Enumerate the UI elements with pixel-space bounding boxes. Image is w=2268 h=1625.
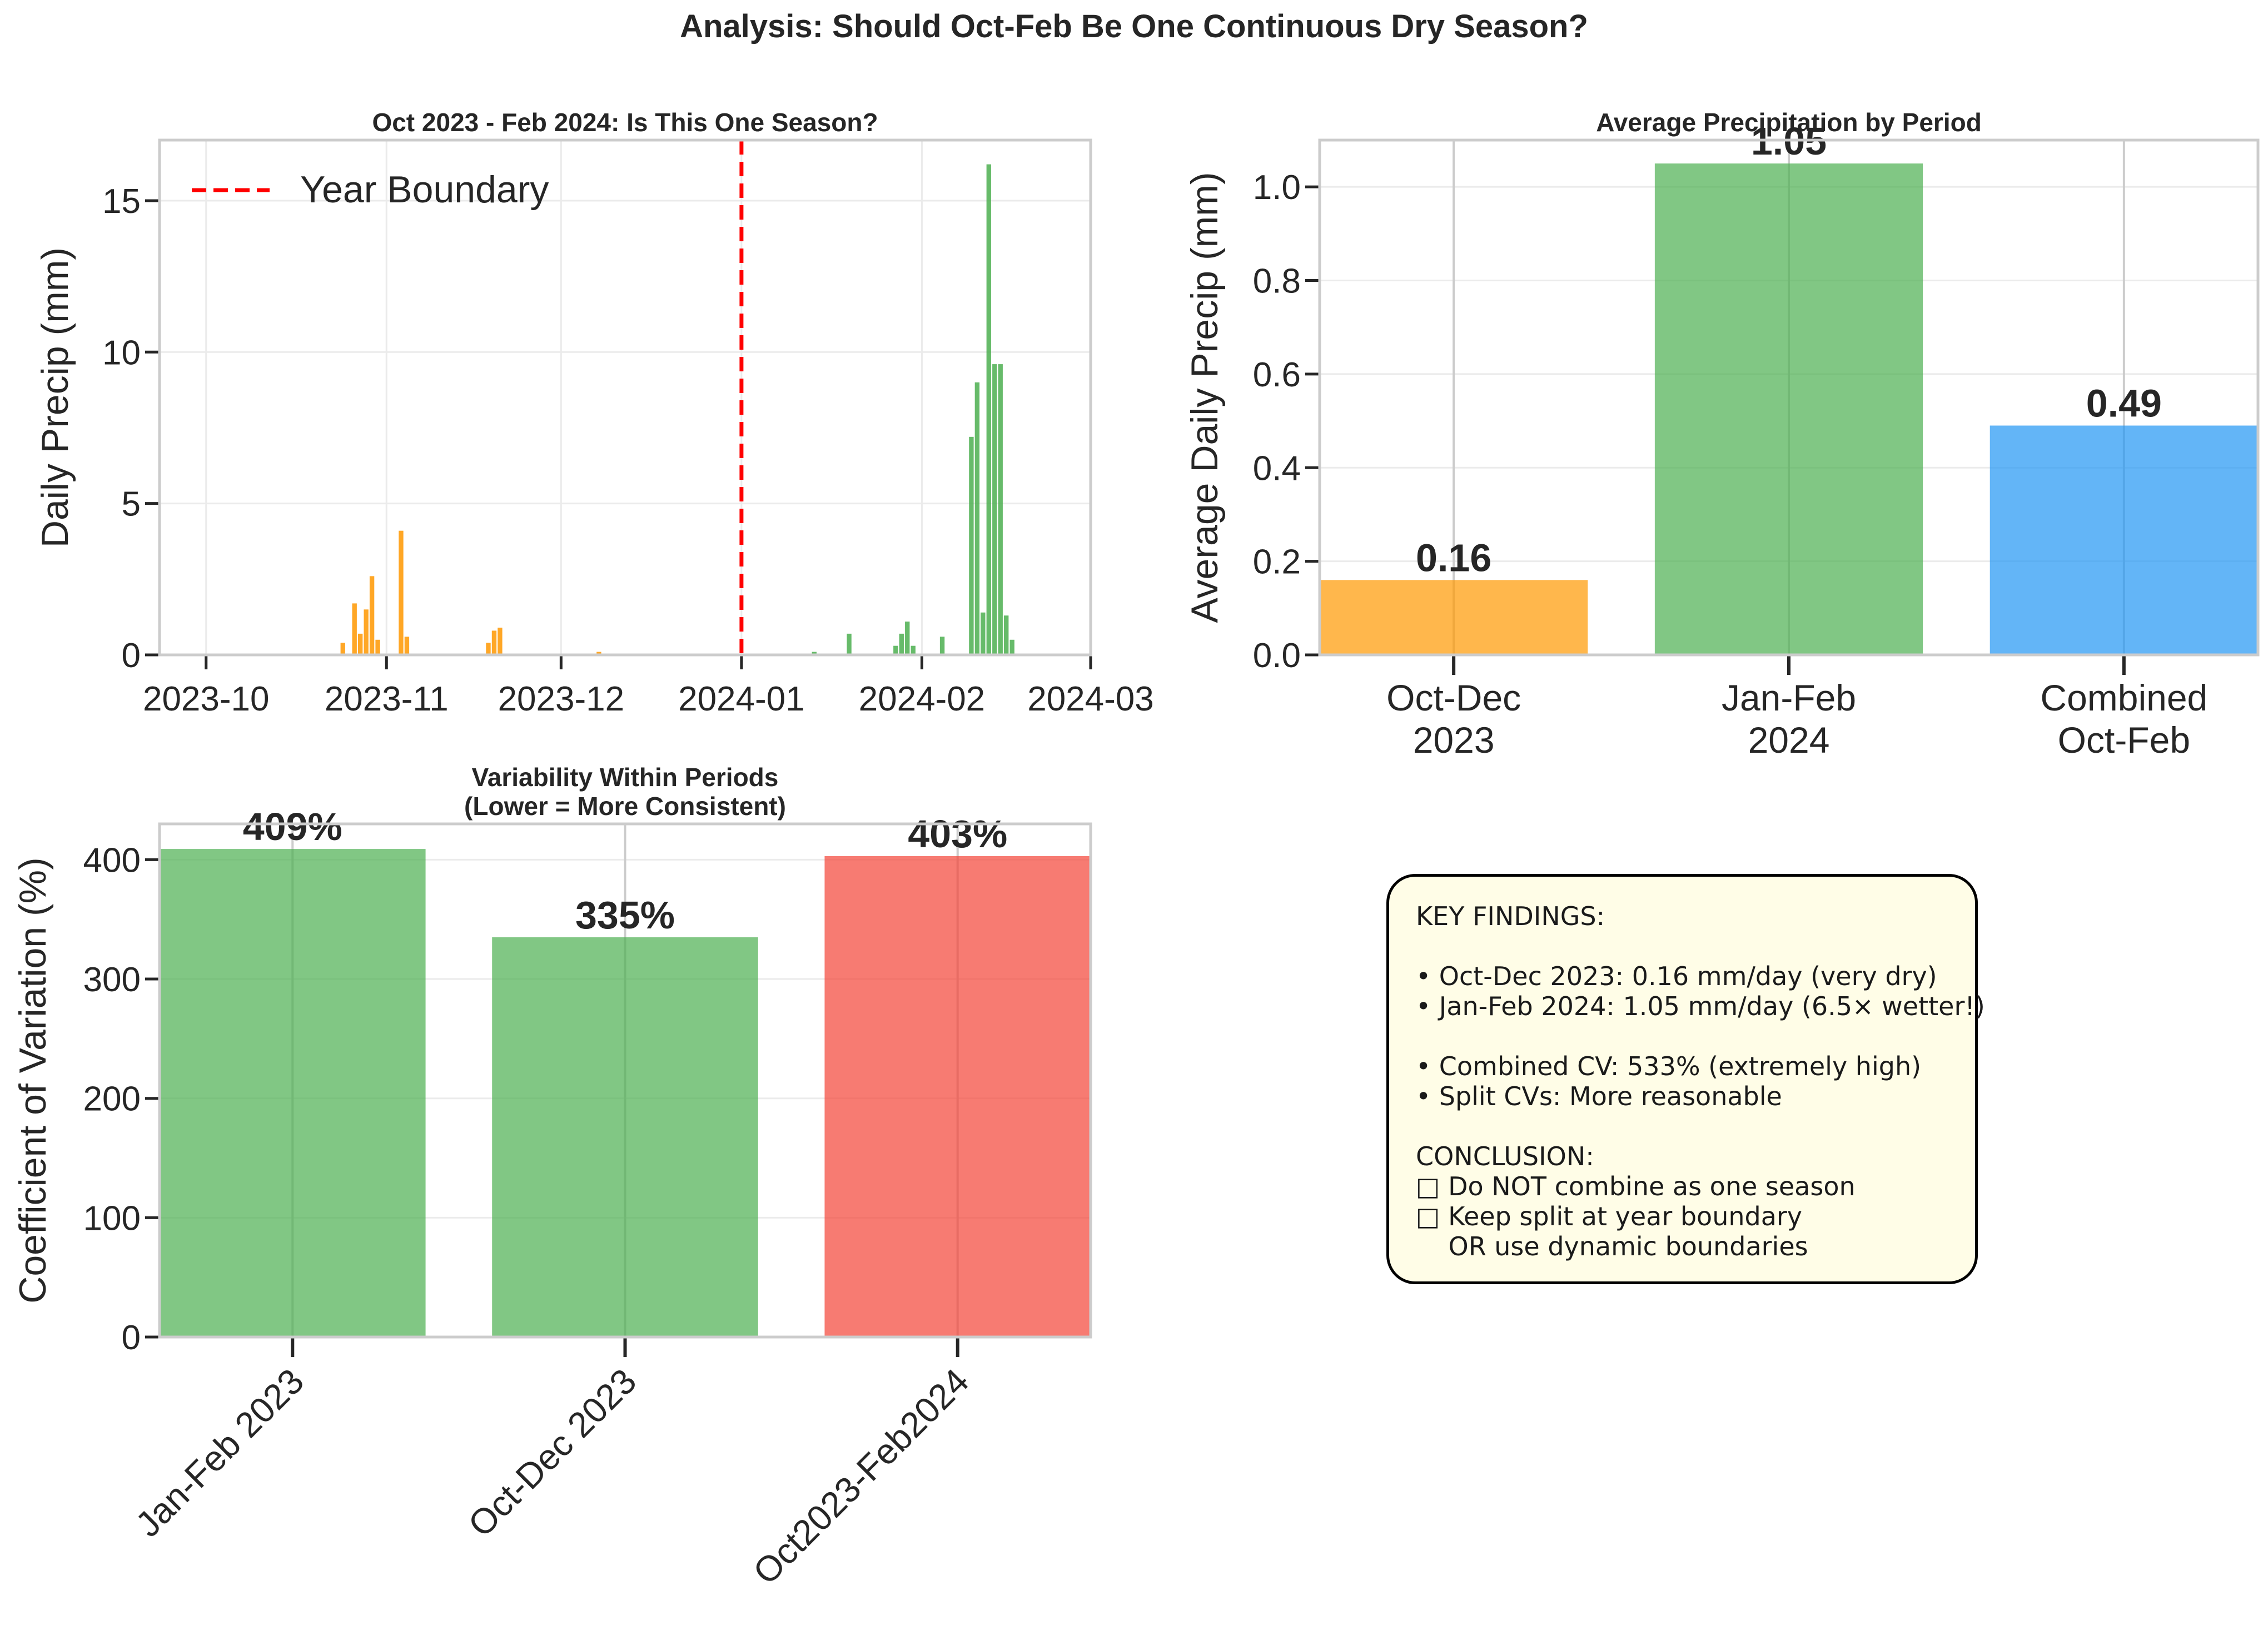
average-precip-panel: 0.00.20.40.60.81.00.161.050.49Oct-Dec202…	[1183, 108, 2260, 761]
average-precip-x-tick-label: Oct-Dec	[1386, 677, 1521, 718]
daily-precip-bar	[847, 633, 852, 655]
findings-spacer	[1416, 1021, 1948, 1051]
findings-line: □ Do NOT combine as one season	[1416, 1171, 1856, 1201]
timeseries-y-tick-label: 5	[122, 485, 141, 524]
axes-frame	[1318, 138, 2260, 657]
variability-title: Variability Within Periods	[472, 763, 779, 792]
timeseries-y-tick-label: 15	[102, 182, 141, 221]
daily-precip-bar	[596, 652, 601, 655]
average-precip-y-tick-label: 0.0	[1253, 637, 1301, 675]
average-precip-x-tick-label: 2023	[1413, 719, 1495, 761]
findings-line: OR use dynamic boundaries	[1416, 1231, 1808, 1261]
variability-y-tick-label: 400	[83, 841, 141, 879]
daily-precip-bar	[905, 622, 910, 655]
variability-y-axis-label: Coefficient of Variation (%)	[12, 857, 54, 1304]
findings-spacer	[1416, 1111, 1948, 1141]
daily-precip-bar	[352, 603, 357, 655]
variability-bar	[492, 937, 758, 1337]
variability-title: (Lower = More Consistent)	[464, 792, 786, 821]
average-precip-title: Average Precipitation by Period	[1596, 108, 1982, 137]
timeseries-panel: 0 5 10 15 2023-10 2023-11 2023-12 2024-01 2024-0…	[34, 108, 1154, 718]
timeseries-y-tick-label: 10	[102, 334, 141, 372]
findings-line: • Split CVs: More reasonable	[1416, 1081, 1782, 1111]
average-precip-y-tick-label: 1.0	[1253, 168, 1301, 207]
variability-x-tick-label: Jan-Feb 2023	[128, 1361, 311, 1544]
timeseries-x-tick-label: 2023-11	[325, 680, 449, 718]
variability-bar	[824, 856, 1091, 1337]
timeseries-x-tick-label: 2024-02	[859, 680, 986, 718]
legend-year-boundary-label: Year Boundary	[300, 168, 549, 211]
daily-precip-bar	[491, 630, 497, 655]
timeseries-y-axis-label: Daily Precip (mm)	[34, 247, 76, 548]
timeseries-x-tick-label: 2024-01	[678, 680, 805, 718]
variability-x-tick-label: Oct-Dec 2023	[460, 1361, 644, 1544]
findings-line: CONCLUSION:	[1416, 1141, 1594, 1171]
daily-precip-bar	[981, 612, 986, 655]
daily-precip-bar	[486, 643, 491, 655]
daily-precip-bar	[1004, 615, 1009, 655]
timeseries-title: Oct 2023 - Feb 2024: Is This One Season?	[372, 108, 878, 137]
timeseries-y-tick-label: 0	[122, 637, 141, 675]
average-precip-bar-value-label: 0.16	[1416, 536, 1491, 579]
daily-precip-bar	[404, 637, 410, 655]
daily-precip-bar	[357, 633, 363, 655]
variability-bar-value-label: 409%	[243, 805, 342, 848]
average-precip-bar	[1654, 163, 1923, 655]
average-precip-x-tick-label: Oct-Feb	[2058, 719, 2190, 761]
average-precip-x-tick-label: 2024	[1748, 719, 1830, 761]
average-precip-y-tick-label: 0.2	[1253, 543, 1301, 582]
variability-y-tick-label: 0	[122, 1319, 141, 1357]
daily-precip-bar	[364, 609, 369, 655]
average-precip-bar	[1320, 580, 1588, 655]
average-precip-x-tick-label: Jan-Feb	[1722, 677, 1856, 718]
daily-precip-bar	[969, 436, 974, 655]
daily-precip-bar	[812, 652, 817, 655]
daily-precip-bar	[340, 643, 345, 655]
daily-precip-bar	[911, 645, 916, 655]
average-precip-y-tick-label: 0.8	[1253, 262, 1301, 301]
average-precip-y-axis-label: Average Daily Precip (mm)	[1183, 172, 1226, 623]
timeseries-x-tick-label: 2023-10	[143, 680, 270, 718]
findings-line: KEY FINDINGS:	[1416, 901, 1605, 931]
figure-title: Analysis: Should Oct-Feb Be One Continuo…	[680, 8, 1588, 44]
axes-frame	[158, 822, 1092, 1339]
daily-precip-bar	[998, 364, 1003, 655]
average-precip-y-tick-label: 0.4	[1253, 449, 1301, 488]
axes-frame	[158, 138, 1092, 657]
variability-bar-value-label: 403%	[908, 812, 1007, 856]
findings-line: • Oct-Dec 2023: 0.16 mm/day (very dry)	[1416, 961, 1937, 991]
daily-precip-bar	[375, 639, 380, 655]
variability-y-tick-label: 200	[83, 1080, 141, 1119]
average-precip-bar-value-label: 0.49	[2086, 382, 2162, 425]
variability-bar	[160, 849, 426, 1337]
variability-y-tick-label: 100	[83, 1199, 141, 1238]
timeseries-x-tick-label: 2023-12	[498, 680, 625, 718]
variability-bar-value-label: 335%	[575, 893, 675, 937]
average-precip-bar	[1990, 425, 2258, 655]
daily-precip-bar	[986, 164, 991, 655]
key-findings-box: KEY FINDINGS: • Oct-Dec 2023: 0.16 mm/day…	[1386, 874, 1985, 1284]
findings-spacer	[1416, 931, 1948, 961]
variability-x-tick-label: Oct2023-Feb2024	[745, 1361, 977, 1592]
daily-precip-bar	[974, 382, 980, 655]
average-precip-y-tick-label: 0.6	[1253, 356, 1301, 394]
daily-precip-bar	[893, 645, 898, 655]
findings-line: • Jan-Feb 2024: 1.05 mm/day (6.5× wetter…	[1416, 991, 1985, 1021]
daily-precip-bar	[939, 637, 945, 655]
average-precip-x-tick-label: Combined	[2040, 677, 2207, 718]
daily-precip-bar	[369, 576, 375, 655]
variability-y-tick-label: 300	[83, 961, 141, 999]
daily-precip-bar	[992, 364, 997, 655]
findings-line: • Combined CV: 533% (extremely high)	[1416, 1051, 1922, 1081]
findings-line: □ Keep split at year boundary	[1416, 1201, 1803, 1231]
daily-precip-bar	[498, 627, 503, 655]
timeseries-x-tick-label: 2024-03	[1027, 680, 1154, 718]
daily-precip-bar	[899, 633, 904, 655]
daily-precip-bar	[1009, 639, 1014, 655]
variability-panel: 0 100 200 300 400 409% 335% 403% Jan-Feb 2023 Oct…	[12, 763, 1092, 1592]
daily-precip-bar	[399, 530, 404, 655]
